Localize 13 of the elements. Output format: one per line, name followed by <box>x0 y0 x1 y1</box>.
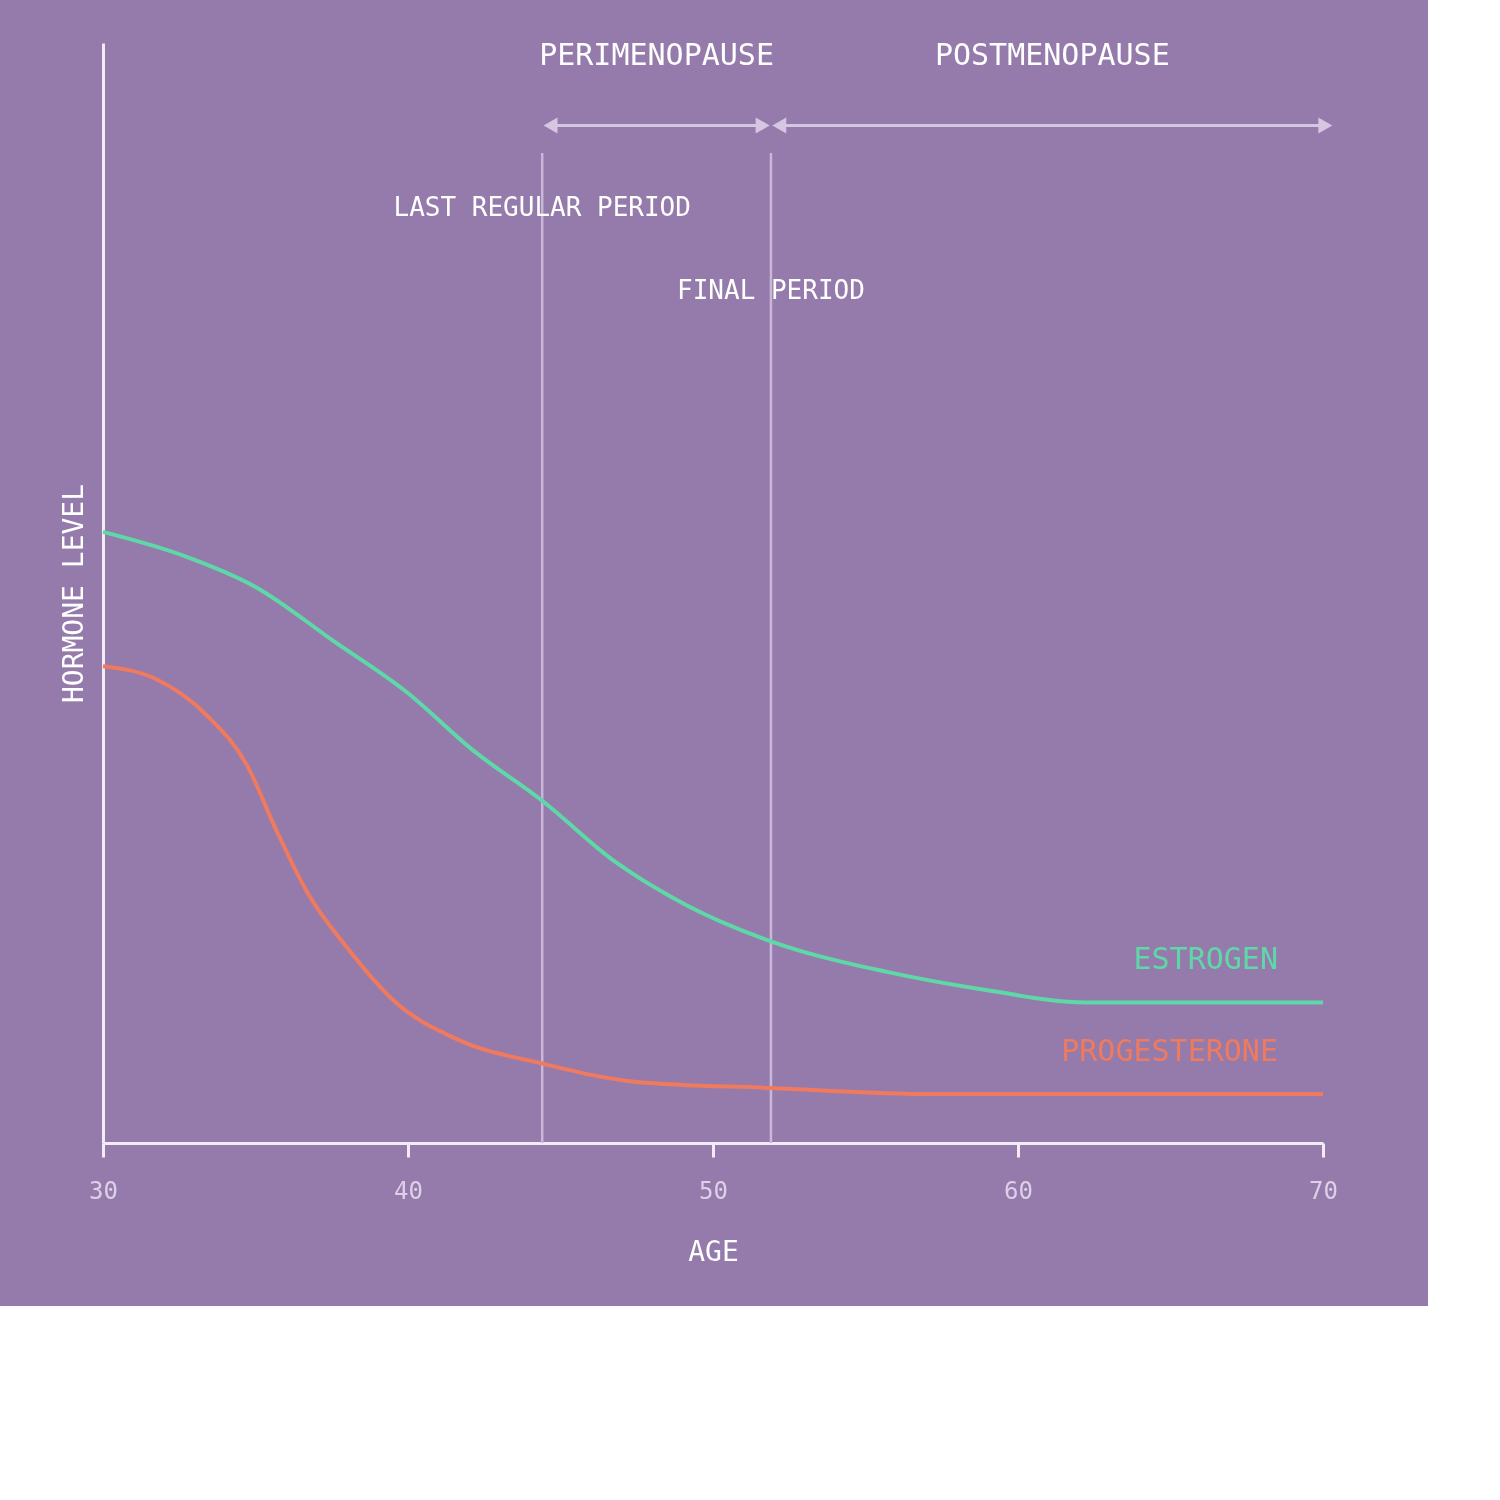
y-axis-title: HORMONE LEVEL <box>56 483 90 704</box>
text: POSTMENOPAUSE <box>934 36 1170 72</box>
x-tick-label: 40 <box>394 1176 423 1205</box>
ref-line-label: LAST REGULAR PERIOD <box>393 192 691 222</box>
x-tick-label: 30 <box>89 1176 118 1205</box>
x-tick-label: 70 <box>1309 1176 1338 1205</box>
series-label: PROGESTERONE <box>1061 1033 1278 1069</box>
ref-line-label: FINAL PERIOD <box>677 274 865 305</box>
x-tick-label: 60 <box>1004 1176 1033 1205</box>
series-label: ESTROGEN <box>1133 941 1278 977</box>
x-axis-title: AGE <box>688 1234 739 1268</box>
text: PERIMENOPAUSE <box>539 36 774 72</box>
x-tick-label: 50 <box>699 1176 728 1205</box>
